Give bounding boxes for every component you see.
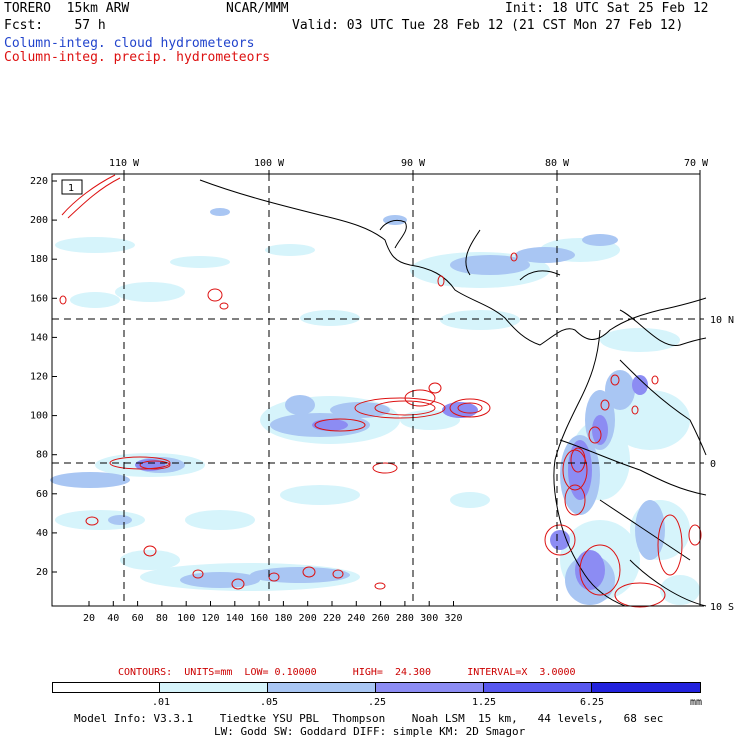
y-tick-label: 140 — [30, 332, 48, 343]
tick-marks — [52, 170, 704, 607]
colorbar-bin-3 — [267, 682, 376, 693]
contour-label-box — [61, 179, 83, 195]
colorbar-label-2: .05 — [260, 697, 279, 708]
y-tick-label: 120 — [30, 372, 48, 383]
y-tick-label: 60 — [36, 489, 48, 500]
x-tick-label: 140 — [226, 613, 244, 624]
cloud-field-title: Column-integ. cloud hydrometeors — [4, 36, 255, 51]
x-tick-label: 80 — [156, 613, 168, 624]
model-title: TORERO 15km ARW — [4, 1, 130, 16]
lat-label: 10 N — [710, 315, 734, 326]
x-tick-label: 60 — [132, 613, 144, 624]
x-tick-label: 100 — [177, 613, 195, 624]
precip-field-title: Column-integ. precip. hydrometeors — [4, 50, 271, 65]
colorbar-bin-5 — [483, 682, 592, 693]
valid-time: Valid: 03 UTC Tue 28 Feb 12 (21 CST Mon … — [292, 18, 684, 33]
x-tick-label: 120 — [201, 613, 219, 624]
forecast-hour: Fcst: 57 h — [4, 18, 106, 33]
physics-info: LW: Godd SW: Goddard DIFF: simple KM: 2D… — [214, 725, 526, 738]
colorbar-label-1: .01 — [152, 697, 171, 708]
x-tick-label: 200 — [299, 613, 317, 624]
colorbar-label-3: .25 — [368, 697, 387, 708]
y-tick-label: 220 — [30, 176, 48, 187]
tick-labels: 220 200 180 160 140 120 100 80 60 40 20 20 40 60 80 100… — [30, 158, 734, 624]
y-tick-label: 40 — [36, 528, 48, 539]
lat-label: 10 S — [710, 602, 734, 613]
y-tick-label: 160 — [30, 293, 48, 304]
x-tick-label: 180 — [274, 613, 292, 624]
colorbar-bin-1 — [52, 682, 160, 693]
colorbar-bin-4 — [375, 682, 484, 693]
map-frame — [51, 173, 701, 607]
x-tick-label: 240 — [347, 613, 365, 624]
x-tick-label: 20 — [83, 613, 95, 624]
center-name: NCAR/MMM — [226, 1, 289, 16]
colorbar-label-5: 6.25 — [580, 697, 605, 708]
lon-label: 100 W — [254, 158, 285, 169]
x-tick-label: 300 — [420, 613, 438, 624]
contours-info: CONTOURS: UNITS=mm LOW= 0.10000 HIGH= 24… — [118, 667, 576, 678]
precip-contours — [59, 174, 702, 608]
x-tick-label: 280 — [396, 613, 414, 624]
y-tick-label: 100 — [30, 411, 48, 422]
y-tick-label: 20 — [36, 567, 48, 578]
x-tick-label: 320 — [444, 613, 462, 624]
model-info: Model Info: V3.3.1 Tiedtke YSU PBL Thomp… — [74, 712, 664, 725]
colorbar-bin-6 — [591, 682, 701, 693]
graticule — [52, 174, 700, 606]
colorbar-unit: mm — [690, 697, 703, 708]
x-tick-label: 160 — [250, 613, 268, 624]
colorbar-label-4: 1.25 — [472, 697, 497, 708]
x-tick-label: 260 — [372, 613, 390, 624]
coastlines — [199, 179, 707, 607]
colorbar-bin-2 — [159, 682, 268, 693]
contour-label: 1 — [68, 183, 74, 194]
lon-label: 110 W — [109, 158, 140, 169]
y-tick-label: 180 — [30, 254, 48, 265]
y-tick-label: 200 — [30, 215, 48, 226]
lon-label: 80 W — [545, 158, 570, 169]
lat-label: 0 — [710, 459, 716, 470]
x-tick-label: 220 — [323, 613, 341, 624]
lon-label: 70 W — [684, 158, 709, 169]
x-tick-label: 40 — [107, 613, 119, 624]
lon-label: 90 W — [401, 158, 426, 169]
y-tick-label: 80 — [36, 450, 48, 461]
init-time: Init: 18 UTC Sat 25 Feb 12 — [505, 1, 709, 16]
